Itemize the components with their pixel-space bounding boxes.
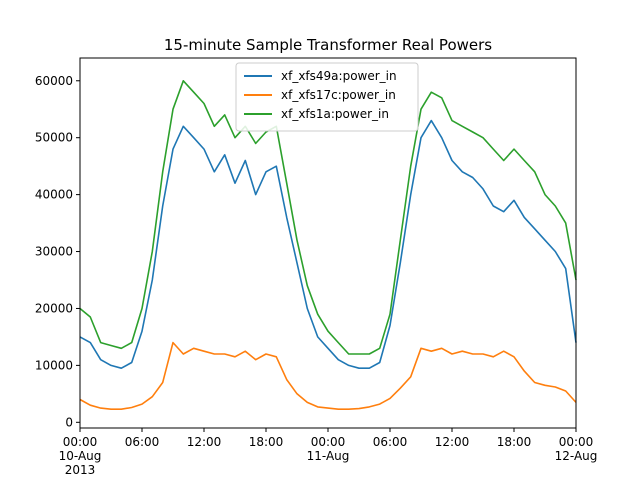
x-tick-label-line: 12:00 xyxy=(435,435,470,449)
y-tick-label: 10000 xyxy=(35,358,73,372)
legend-label-2: xf_xfs17c:power_in xyxy=(281,88,396,102)
x-tick-label-line: 10-Aug xyxy=(59,449,102,463)
x-tick-label-line: 12-Aug xyxy=(555,449,598,463)
legend: xf_xfs49a:power_in xf_xfs17c:power_in xf_x… xyxy=(235,62,419,132)
y-tick-label: 30000 xyxy=(35,245,73,259)
x-tick-label: 00:00 10-Aug 2013 xyxy=(59,435,102,477)
series-line-2 xyxy=(79,341,577,411)
y-tick-label: 20000 xyxy=(35,301,73,315)
x-tick-label-line: 2013 xyxy=(65,463,96,477)
x-tick-label-line: 12:00 xyxy=(187,435,222,449)
x-tick-label: 18:00 xyxy=(497,435,532,449)
y-axis: 0 10000 20000 30000 40000 50000 60000 xyxy=(35,74,80,429)
y-tick-label: 50000 xyxy=(35,131,73,145)
legend-label-1: xf_xfs49a:power_in xyxy=(281,69,397,83)
series-line-3 xyxy=(79,80,577,355)
y-tick-label: 60000 xyxy=(35,74,73,88)
x-tick-label-line: 06:00 xyxy=(373,435,408,449)
x-tick-label: 06:00 xyxy=(125,435,160,449)
legend-label-3: xf_xfs1a:power_in xyxy=(281,107,389,121)
chart-title: 15-minute Sample Transformer Real Powers xyxy=(164,36,492,54)
legend-box xyxy=(235,62,419,132)
x-tick-label: 00:00 12-Aug xyxy=(555,435,598,463)
x-tick-label: 12:00 xyxy=(187,435,222,449)
x-tick-label-line: 18:00 xyxy=(249,435,284,449)
y-tick-label: 0 xyxy=(65,415,73,429)
x-tick-label-line: 18:00 xyxy=(497,435,532,449)
x-tick-label-line: 00:00 xyxy=(559,435,594,449)
x-tick-label: 06:00 xyxy=(373,435,408,449)
y-tick-label: 40000 xyxy=(35,188,73,202)
x-tick-label: 12:00 xyxy=(435,435,470,449)
x-tick-label-line: 11-Aug xyxy=(307,449,350,463)
x-tick-label-line: 00:00 xyxy=(63,435,98,449)
x-tick-label-line: 06:00 xyxy=(125,435,160,449)
series-layer xyxy=(79,80,577,411)
x-tick-label: 00:00 11-Aug xyxy=(307,435,350,463)
series-line-1 xyxy=(79,119,577,370)
x-tick-label: 18:00 xyxy=(249,435,284,449)
x-tick-label-line: 00:00 xyxy=(311,435,346,449)
